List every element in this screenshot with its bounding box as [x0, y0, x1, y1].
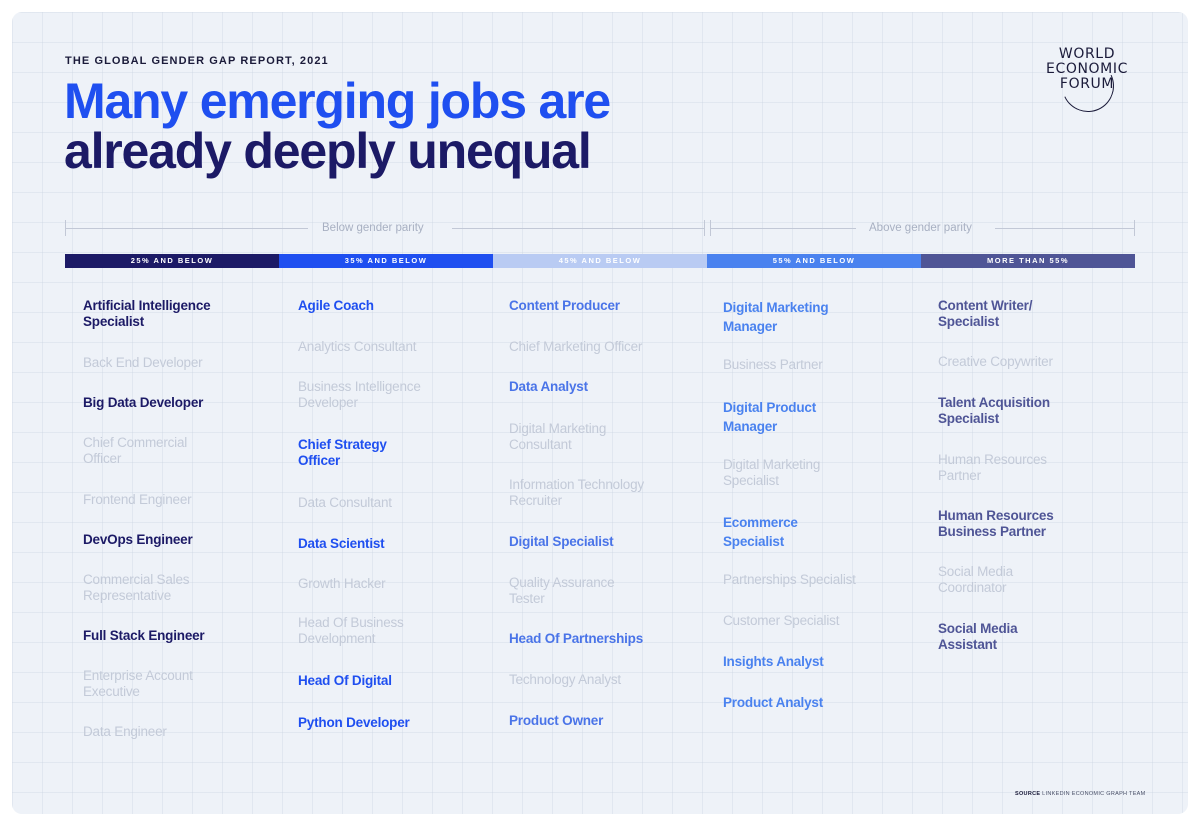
job-title: Full Stack Engineer [83, 628, 205, 643]
job-title: Chief Strategy Officer [298, 437, 387, 468]
job-title: Information Technology Recruiter [509, 477, 644, 508]
job-title: Enterprise Account Executive [83, 668, 193, 699]
job-title: Chief Commercial Officer [83, 435, 188, 466]
source-label: SOURCE [1015, 791, 1041, 797]
job-title: Ecommerce Specialist [723, 515, 798, 549]
job-title: Digital Marketing Consultant [509, 421, 607, 452]
job-title: Data Scientist [298, 536, 385, 551]
source-note: SOURCE LINKEDIN ECONOMIC GRAPH TEAM [1015, 791, 1146, 797]
job-title: Digital Product Manager [723, 400, 817, 434]
job-title: Growth Hacker [298, 576, 386, 591]
parity-line [710, 228, 856, 229]
job-title: Digital Specialist [509, 534, 614, 549]
page-title: Many emerging jobs are already deeply un… [64, 73, 611, 179]
job-title: Product Analyst [723, 695, 824, 710]
report-label: THE GLOBAL GENDER GAP REPORT, 2021 [65, 55, 329, 67]
band-more-than-55: MORE THAN 55% [921, 254, 1135, 268]
title-line-2: already deeply unequal [64, 123, 592, 179]
logo-line-1: WORLD [1058, 46, 1116, 62]
parity-line [452, 228, 704, 229]
job-title: Artificial Intelligence Specialist [83, 298, 211, 329]
job-title: Product Owner [509, 713, 604, 728]
job-title: Social Media Coordinator [938, 564, 1013, 595]
job-title: Big Data Developer [83, 395, 204, 410]
band-55-and-below: 55% AND BELOW [707, 254, 921, 268]
job-title: Quality Assurance Tester [509, 575, 615, 606]
band-25-and-below: 25% AND BELOW [65, 254, 279, 268]
job-title: Content Writer/Specialist [938, 298, 1033, 329]
job-title: Digital Marketing Manager [723, 300, 829, 334]
job-title: Technology Analyst [509, 672, 621, 687]
title-line-1: Many emerging jobs are [64, 73, 611, 129]
job-title: Python Developer [298, 715, 410, 730]
logo-line-2: ECONOMIC [1046, 61, 1128, 77]
job-title: Business Partner [723, 357, 823, 372]
job-title: Head Of Digital [298, 673, 392, 688]
parity-line [65, 228, 308, 229]
band-45-and-below: 45% AND BELOW [493, 254, 707, 268]
parity-tick-right [1134, 220, 1135, 236]
job-title: Chief Marketing Officer [509, 339, 643, 354]
job-title: Digital Marketing Specialist [723, 457, 821, 488]
above-parity-label: Above gender parity [869, 222, 972, 234]
job-title: Analytics Consultant [298, 339, 417, 354]
parity-tick-mid [704, 220, 705, 236]
job-title: Creative Copywriter [938, 354, 1053, 369]
job-title: Human Resources Business Partner [938, 508, 1054, 539]
logo-line-3: FORUM [1059, 76, 1115, 92]
job-title: Data Analyst [509, 379, 588, 394]
job-title: Content Producer [509, 298, 620, 313]
job-title: Data Engineer [83, 724, 167, 739]
job-title: Data Consultant [298, 495, 392, 510]
source-text: LINKEDIN ECONOMIC GRAPH TEAM [1042, 791, 1146, 797]
job-title: DevOps Engineer [83, 532, 193, 547]
job-title: Insights Analyst [723, 654, 824, 669]
job-title: Social Media Assistant [938, 621, 1018, 652]
report-card [12, 12, 1188, 814]
job-title: Human Resources Partner [938, 452, 1047, 483]
job-title: Head Of Business Development [298, 615, 404, 646]
job-title: Talent Acquisition Specialist [938, 395, 1050, 426]
job-title: Customer Specialist [723, 613, 840, 628]
job-title: Commercial Sales Representative [83, 572, 190, 603]
wef-logo: WORLD ECONOMIC FORUM [1039, 47, 1135, 92]
parity-line [995, 228, 1135, 229]
category-bands: 25% AND BELOW 35% AND BELOW 45% AND BELO… [65, 254, 1135, 268]
job-title: Business Intelligence Developer [298, 379, 421, 410]
below-parity-label: Below gender parity [322, 222, 424, 234]
job-title: Head Of Partnerships [509, 631, 644, 646]
job-title: Back End Developer [83, 355, 203, 370]
job-title: Agile Coach [298, 298, 374, 313]
job-title: Partnerships Specialist [723, 572, 856, 587]
job-title: Frontend Engineer [83, 492, 192, 507]
band-35-and-below: 35% AND BELOW [279, 254, 493, 268]
